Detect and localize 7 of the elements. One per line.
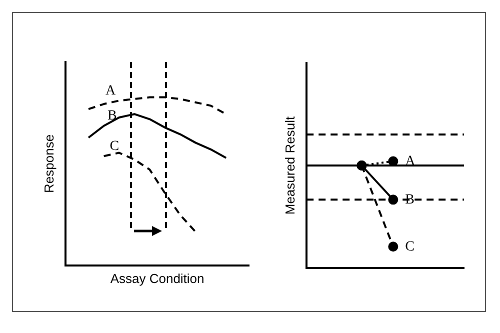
y-axis-title: Response bbox=[41, 134, 56, 193]
x-axis-title: Assay Condition bbox=[110, 270, 204, 286]
series-label: C bbox=[405, 239, 415, 254]
series-label: B bbox=[108, 108, 117, 124]
series-label: A bbox=[106, 84, 117, 99]
series-label: C bbox=[110, 138, 120, 154]
y-axis-title: Measured Result bbox=[282, 116, 298, 215]
